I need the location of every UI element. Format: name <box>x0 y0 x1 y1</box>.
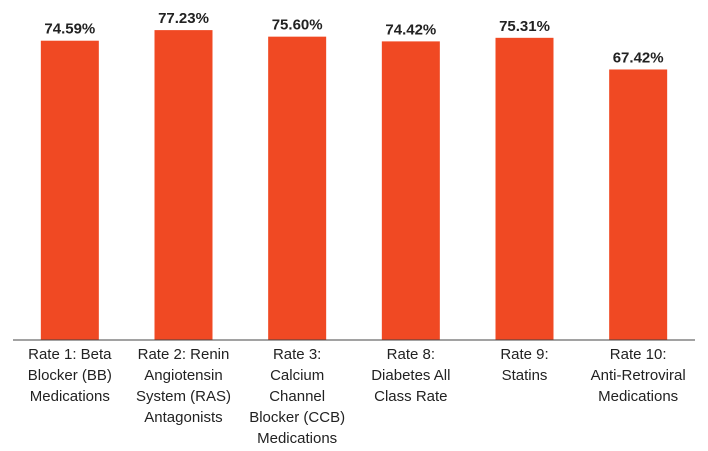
value-label: 74.59% <box>44 21 95 38</box>
x-tick-label: Rate 1: Beta Blocker (BB) Medications <box>27 346 112 405</box>
value-label: 77.23% <box>158 10 209 27</box>
x-tick-label: Rate 8: Diabetes All Class Rate <box>371 346 451 405</box>
x-tick-label: Rate 3: Calcium Channel Blocker (CCB) Me… <box>249 346 346 447</box>
bar <box>40 40 99 340</box>
value-label: 75.31% <box>499 18 550 35</box>
value-label: 74.42% <box>385 21 436 38</box>
bar <box>381 41 440 341</box>
bar <box>154 30 213 340</box>
value-label: 75.60% <box>272 17 323 34</box>
x-tick-label: Rate 10: Anti-Retroviral Medications <box>590 346 686 405</box>
bar <box>268 36 327 340</box>
bar <box>495 37 554 340</box>
bar <box>609 69 668 341</box>
x-tick-label: Rate 9: Statins <box>500 346 549 384</box>
x-tick-label: Rate 2: Renin Angiotensin System (RAS) A… <box>135 346 231 426</box>
value-label: 67.42% <box>613 49 664 66</box>
